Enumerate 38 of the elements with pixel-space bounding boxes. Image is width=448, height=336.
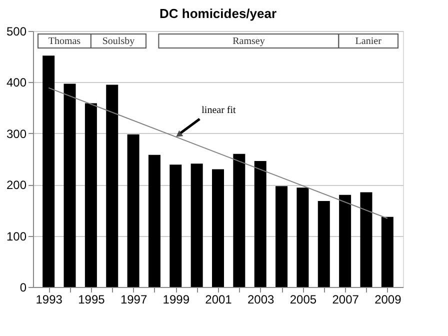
bar — [318, 200, 330, 287]
bar — [296, 188, 309, 287]
x-tick-label: 1995 — [78, 292, 106, 306]
x-tick-label: 1999 — [162, 292, 190, 306]
y-tick-label: 200 — [6, 178, 27, 192]
bar — [212, 169, 224, 287]
bar — [148, 154, 160, 287]
chart-title: DC homicides/year — [159, 6, 277, 21]
y-tick-label: 500 — [6, 24, 27, 38]
bar — [106, 84, 118, 287]
x-tick-label: 1993 — [36, 292, 63, 306]
band-label: Lanier — [355, 36, 382, 47]
x-tick-label: 2003 — [248, 292, 275, 306]
x-tick-label: 2001 — [205, 292, 232, 306]
bar — [42, 56, 55, 287]
bar — [276, 186, 288, 287]
y-tick-label: 100 — [6, 229, 27, 244]
bar — [381, 216, 394, 287]
band-label: Soulsby — [102, 36, 135, 47]
x-tick-label: 2009 — [374, 292, 402, 306]
annotation: linear fit — [202, 104, 236, 116]
y-tick-label: 0 — [20, 280, 27, 294]
band-label: Ramsey — [232, 36, 265, 47]
bar — [170, 164, 182, 287]
bar — [64, 84, 76, 287]
bar — [339, 194, 352, 287]
x-tick-label: 2007 — [332, 292, 360, 306]
y-tick-label: 300 — [6, 126, 27, 141]
bar — [127, 134, 140, 287]
y-tick-label: 400 — [6, 76, 27, 90]
x-tick-label: 1997 — [120, 292, 148, 306]
bar — [190, 164, 203, 287]
band-label: Thomas — [48, 36, 81, 47]
bar — [233, 154, 246, 287]
bar — [360, 192, 372, 287]
bar — [254, 161, 266, 287]
x-tick-label: 2005 — [290, 292, 317, 306]
bar — [84, 103, 97, 287]
